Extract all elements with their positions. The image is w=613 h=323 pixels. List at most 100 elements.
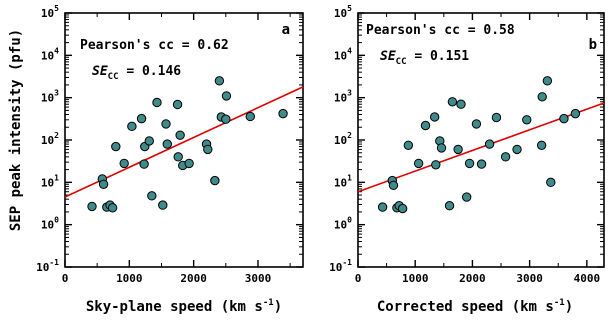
panel-b-x-axis-label-sup: -1 [554, 298, 565, 308]
panel-a-data-point [184, 158, 194, 169]
panel-b-x-tick-label: 2000 [459, 272, 486, 285]
panel-a-y-tick-exponent: 2 [54, 131, 59, 140]
panel-b-y-tick-exponent: 2 [347, 131, 352, 140]
panel-b-data-point [570, 108, 581, 119]
panel-a-data-point [161, 119, 171, 129]
panel-a-se-symbol: SE [92, 64, 108, 79]
panel-a-y-tick-exponent: -1 [49, 258, 59, 267]
panel-b-data-point [491, 112, 502, 123]
panel-b-data-point [512, 144, 522, 155]
panel-b-data-point [542, 76, 553, 86]
panel-a-data-point [278, 108, 288, 119]
panel-b-y-tick-exponent: 1 [347, 173, 352, 182]
panel-a-label: a [282, 22, 290, 38]
panel-b-x-tick-label: 1000 [402, 272, 429, 285]
panel-a-se-subscript: CC [108, 72, 119, 82]
panel-a-y-tick-exponent: 5 [54, 4, 59, 13]
panel-b-x-axis-label-main: Corrected speed (km s [377, 299, 554, 315]
panel-b-data-point [420, 120, 431, 131]
panel-a-x-axis-label-sup: -1 [263, 298, 274, 308]
panel-a-data-point [147, 191, 157, 201]
panel-b-se-annotation: SECC = 0.151 [380, 49, 469, 67]
panel-b-data-point [429, 112, 440, 122]
panel-b-data-point [377, 202, 388, 212]
panel-a-data-point [139, 159, 149, 169]
panel-a-data-point [144, 136, 154, 146]
panel-a-data-point [245, 111, 255, 122]
panel-b-data-point [537, 92, 547, 102]
panel-b-data-point [464, 158, 475, 169]
panel-b-data-point [453, 144, 463, 155]
panel-b-data-point [444, 201, 455, 211]
panel-b-data-point [461, 192, 472, 202]
panel-b-data-point [436, 143, 447, 153]
panel-b-data-point [413, 158, 424, 169]
panel-b-data-point [388, 180, 399, 191]
panel-b-data-point [500, 152, 511, 162]
panel-b-y-tick-label: 101 [334, 173, 352, 189]
panel-a-data-point [119, 158, 129, 169]
panel-a-data-point [172, 99, 183, 110]
panel-b-data-point [471, 119, 482, 129]
panel-a-se-value: = 0.146 [119, 64, 182, 79]
panel-b-se-symbol: SE [380, 49, 396, 64]
panel-b-x-tick-label: 3000 [516, 272, 543, 285]
panel-a-x-tick-label: 2000 [180, 272, 207, 285]
panel-b-x-axis-label: Corrected speed (km s-1) [377, 298, 573, 315]
panel-a-x-tick-label: 1000 [116, 272, 143, 285]
panel-a-data-point [162, 139, 172, 149]
panel-a-data-point [175, 130, 185, 140]
panel-b-data-point [431, 160, 441, 170]
panel-b-y-tick-label: 102 [334, 131, 352, 147]
panel-a-se-annotation: SECC = 0.146 [92, 64, 181, 82]
panel-a-data-point [98, 179, 109, 189]
panel-b-se-value: = 0.151 [407, 49, 470, 64]
panel-b-data-point [403, 140, 414, 150]
panel-b-label: b [589, 37, 597, 53]
panel-a-data-point [214, 76, 225, 86]
panel-b-x-axis-label-end: ) [565, 299, 573, 315]
panel-a-data-point [210, 175, 220, 186]
panel-a-data-point [221, 91, 232, 101]
panel-a-data-point [152, 97, 162, 108]
panel-a-y-tick-label: 102 [41, 131, 59, 147]
panel-b-data-point [447, 97, 458, 107]
panel-a-data-point [87, 201, 97, 212]
panel-a-y-tick-label: 105 [41, 4, 59, 20]
panel-b-y-tick-exponent: 3 [347, 89, 352, 98]
panel-b-y-tick-label: 100 [334, 216, 352, 232]
panel-a-y-tick-exponent: 1 [54, 173, 59, 182]
panel-b-y-tick-exponent: -1 [342, 258, 352, 267]
panel-a-x-axis-label: Sky-plane speed (km s-1) [86, 298, 282, 315]
panel-a-y-tick-exponent: 4 [54, 46, 59, 55]
panel-a-data-point [158, 200, 168, 210]
panel-b-data-point [397, 203, 408, 214]
panel-a-y-tick-label: 103 [41, 89, 59, 105]
panel-a-x-tick-label: 3000 [245, 272, 272, 285]
panel-b-y-tick-label: 105 [334, 4, 352, 20]
panel-b-cc-annotation: Pearson's cc = 0.58 [366, 23, 515, 38]
panel-a-y-tick-label: 101 [41, 173, 59, 189]
panel-b-data-point [546, 177, 556, 188]
panel-b-data-point [456, 99, 466, 109]
panel-b-data-point [484, 139, 495, 149]
y-axis-label: SEP peak intensity (pfu) [8, 29, 24, 231]
panel-a-data-point [203, 144, 213, 155]
panel-a-data-point [136, 113, 147, 124]
panel-a-y-tick-label: 10-1 [36, 258, 59, 274]
panel-a-data-point [127, 121, 137, 132]
panel-b-data-point [476, 159, 487, 169]
panel-a-data-point [173, 152, 183, 162]
panel-b-x-tick-label: 0 [355, 272, 362, 285]
panel-b-y-tick-exponent: 0 [347, 216, 352, 225]
panel-b-y-tick-exponent: 4 [347, 46, 352, 55]
panel-a-data-point [221, 114, 231, 124]
panel-b-y-tick-label: 10-1 [329, 258, 352, 274]
panel-b-data-point [522, 115, 532, 125]
panel-a-y-tick-label: 104 [41, 46, 59, 62]
panel-b-se-subscript: CC [396, 57, 407, 67]
